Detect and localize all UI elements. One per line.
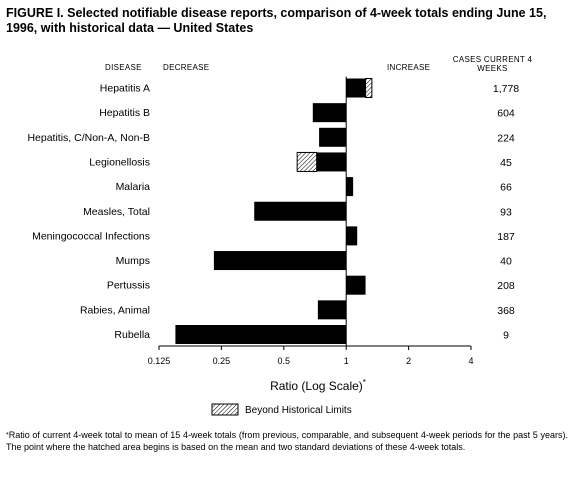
disease-label-hepatitis-c-non-a-non-b: Hepatitis, C/Non-A, Non-B (27, 132, 150, 144)
disease-label-rabies-animal: Rabies, Animal (80, 304, 150, 316)
x-tick-label-4: 4 (468, 356, 473, 366)
cases-meningococcal-infections: 187 (497, 231, 515, 243)
footnote-text: Ratio of current 4-week total to mean of… (6, 430, 568, 452)
x-axis-title-marker: * (363, 378, 366, 387)
disease-label-pertussis: Pertussis (107, 280, 150, 292)
x-tick-label-2: 2 (406, 356, 411, 366)
disease-label-legionellosis: Legionellosis (89, 156, 150, 168)
bar-meningococcal-infections (346, 226, 358, 246)
decrease-header: DECREASE (163, 63, 210, 72)
x-axis-title: Ratio (Log Scale)* (270, 378, 366, 393)
cases-measles-total: 93 (500, 206, 512, 218)
cases-malaria: 66 (500, 182, 512, 194)
cases-hepatitis-b: 604 (497, 108, 515, 120)
cases-column-header: CASES CURRENT 4 WEEKS (452, 55, 533, 73)
bar-malaria (346, 177, 354, 197)
cases-hepatitis-c-non-a-non-b: 224 (497, 132, 515, 144)
x-tick-label-0-25: 0.25 (213, 356, 231, 366)
cases-mumps: 40 (500, 256, 512, 268)
cases-hepatitis-a: 1,778 (493, 83, 519, 95)
bar-pertussis (346, 275, 366, 295)
disease-label-hepatitis-a: Hepatitis A (100, 83, 150, 95)
x-tick-label-1: 1 (344, 356, 349, 366)
bar-rabies-animal (317, 300, 347, 320)
x-tick-label-0-5: 0.5 (278, 356, 291, 366)
disease-label-malaria: Malaria (116, 181, 151, 193)
disease-label-mumps: Mumps (116, 255, 150, 267)
disease-ratio-chart: Hepatitis A 1,778 Hepatitis B 604 Hepatitis,… (27, 76, 519, 416)
disease-label-rubella: Rubella (114, 329, 150, 341)
hatch-legionellosis (296, 151, 318, 172)
bar-legionellosis (316, 152, 347, 172)
bar-hepatitis-c-non-a-non-b (319, 127, 347, 147)
cases-pertussis: 208 (497, 280, 515, 292)
bar-mumps (213, 251, 347, 271)
hatch-hepatitis-a (365, 78, 373, 98)
footnote: *Ratio of current 4-week total to mean o… (6, 430, 568, 453)
bar-measles-total (254, 201, 347, 221)
disease-label-measles-total: Measles, Total (83, 206, 150, 218)
increase-header: INCREASE (387, 63, 431, 72)
x-tick-label-0-125: 0.125 (148, 356, 171, 366)
legend-label: Beyond Historical Limits (245, 405, 352, 416)
figure-title: FIGURE I. Selected notifiable disease re… (6, 6, 547, 35)
bar-hepatitis-b (312, 103, 347, 123)
disease-label-hepatitis-b: Hepatitis B (99, 107, 150, 119)
bar-rubella (175, 325, 347, 344)
cases-rabies-animal: 368 (497, 305, 515, 317)
disease-column-header: DISEASE (105, 63, 142, 72)
disease-label-meningococcal-infections: Meningococcal Infections (32, 230, 150, 242)
footnote-marker: * (6, 432, 9, 439)
cases-rubella: 9 (503, 330, 509, 342)
legend-swatch (211, 403, 239, 416)
cases-legionellosis: 45 (500, 157, 512, 169)
